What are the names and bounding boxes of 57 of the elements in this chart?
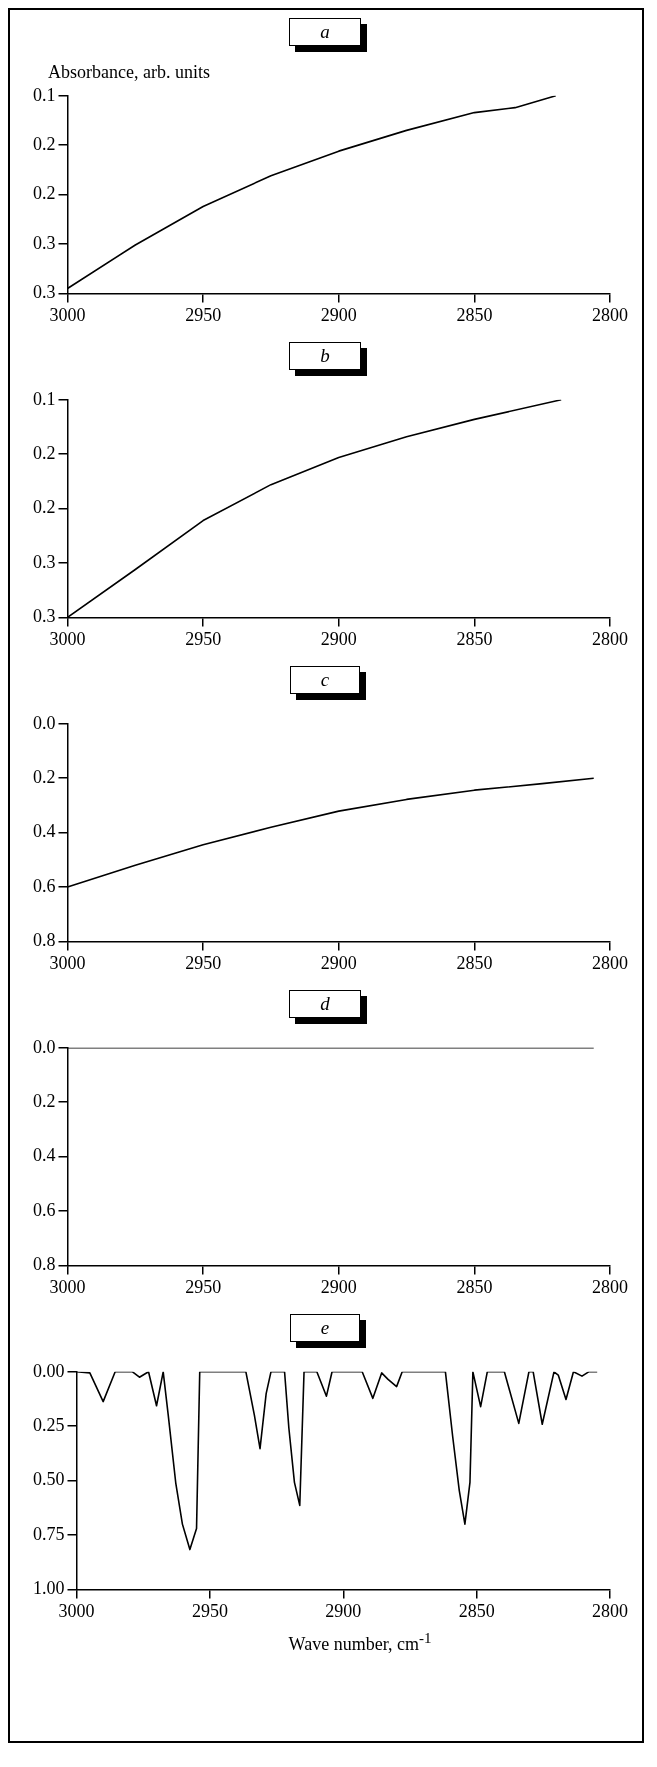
y-tick-label: 0.3 bbox=[33, 551, 56, 572]
chart-title: a bbox=[289, 18, 361, 46]
x-tick-label: 3000 bbox=[49, 628, 86, 649]
y-tick-label: 0.8 bbox=[33, 1254, 56, 1275]
x-tick-label: 3000 bbox=[49, 1276, 86, 1297]
y-tick-label: 0.3 bbox=[33, 606, 56, 627]
y-tick-label: 0.2 bbox=[33, 133, 56, 154]
x-tick-label: 2950 bbox=[185, 628, 222, 649]
chart-title: b bbox=[289, 342, 361, 370]
y-tick-label: 0.2 bbox=[33, 497, 56, 518]
x-tick-label: 2850 bbox=[458, 1600, 495, 1621]
chart-title: e bbox=[289, 1314, 361, 1342]
x-axis-title: Wave number, cm$^{-1}$ bbox=[287, 1630, 433, 1655]
x-tick-label: 2950 bbox=[185, 1276, 222, 1297]
y-tick-label: 0.50 bbox=[33, 1469, 65, 1490]
x-tick-label: 2850 bbox=[456, 628, 493, 649]
chart-title: d bbox=[289, 990, 361, 1018]
y-tick-label: 0.2 bbox=[33, 442, 56, 463]
y-tick-label: 0.4 bbox=[33, 821, 56, 842]
x-tick-label: 2800 bbox=[592, 304, 628, 325]
y-tick-label: 0.2 bbox=[33, 183, 56, 204]
x-tick-label: 2950 bbox=[185, 952, 222, 973]
y-tick-label: 0.00 bbox=[33, 1360, 65, 1381]
x-tick-label: 2900 bbox=[320, 952, 357, 973]
x-tick-label: 2800 bbox=[592, 1600, 628, 1621]
x-tick-label: 2850 bbox=[456, 1276, 493, 1297]
x-tick-label: 2900 bbox=[320, 628, 357, 649]
y-tick-label: 0.2 bbox=[33, 1090, 56, 1111]
x-tick-label: 2950 bbox=[185, 304, 222, 325]
y-tick-label: 0.3 bbox=[33, 282, 56, 303]
x-tick-label: 2900 bbox=[325, 1600, 362, 1621]
x-tick-label: 2900 bbox=[320, 1276, 357, 1297]
x-tick-label: 2800 bbox=[592, 1276, 628, 1297]
x-tick-label: 2900 bbox=[320, 304, 357, 325]
x-tick-label: 3000 bbox=[49, 304, 86, 325]
y-tick-label: 0.6 bbox=[33, 875, 56, 896]
x-tick-label: 2800 bbox=[592, 952, 628, 973]
chart-title: c bbox=[289, 666, 361, 694]
y-tick-label: 0.0 bbox=[33, 1036, 56, 1057]
y-tick-label: 0.3 bbox=[33, 232, 56, 253]
x-tick-label: 3000 bbox=[49, 952, 86, 973]
y-tick-label: 0.1 bbox=[33, 84, 56, 105]
y-tick-label: 0.25 bbox=[33, 1414, 65, 1435]
y-tick-label: 0.1 bbox=[33, 388, 56, 409]
x-tick-label: 2850 bbox=[456, 952, 493, 973]
y-tick-label: 0.6 bbox=[33, 1199, 56, 1220]
y-tick-label: 0.0 bbox=[33, 712, 56, 733]
y-tick-label: 1.00 bbox=[33, 1578, 65, 1599]
x-tick-label: 3000 bbox=[58, 1600, 95, 1621]
y-tick-label: 0.2 bbox=[33, 766, 56, 787]
y-tick-label: 0.8 bbox=[33, 930, 56, 951]
y-tick-label: 0.4 bbox=[33, 1145, 56, 1166]
y-tick-label: 0.75 bbox=[33, 1523, 65, 1544]
x-tick-label: 2800 bbox=[592, 628, 628, 649]
x-tick-label: 2950 bbox=[191, 1600, 228, 1621]
y-axis-title: Absorbance, arb. units bbox=[48, 62, 211, 82]
x-tick-label: 2850 bbox=[456, 304, 493, 325]
